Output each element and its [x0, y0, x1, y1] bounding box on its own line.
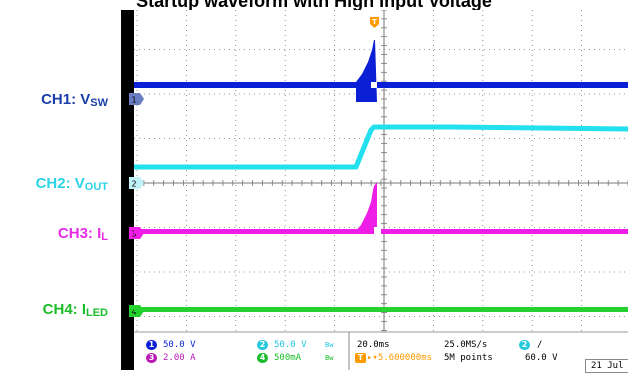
ch2-ground-marker: 2 — [129, 177, 144, 189]
record-length-readout: 5M points — [444, 353, 493, 363]
date-readout: 21 Jul — [585, 359, 628, 373]
ch2-waveform — [134, 124, 628, 170]
readout-panel — [134, 332, 628, 370]
ch4-scale: 500mA — [274, 353, 302, 363]
ch4-label-sub: LED — [86, 307, 108, 319]
oscilloscope-screen: T 1 2 3 4 — [121, 9, 628, 373]
ch1-label: CH1: VSW — [0, 91, 108, 109]
ch4-waveform — [134, 307, 628, 312]
ch4-label-main: CH4: I — [42, 301, 86, 318]
ch2-bandwidth-indicator: Bw — [325, 341, 334, 349]
trigger-channel-badge: 2 — [519, 340, 530, 350]
ch3-waveform — [134, 182, 628, 235]
ch2-marker-text: 2 — [131, 180, 136, 189]
ch3-label-main: CH3: I — [57, 225, 102, 242]
trigger-position-value: 5.600000ms — [377, 353, 433, 363]
trigger-marker — [370, 17, 379, 28]
ch4-bandwidth-indicator: Bw — [325, 354, 334, 362]
ch2-label-main: CH2: V — [35, 175, 85, 192]
ch3-readout-badge: 3 — [146, 353, 157, 363]
ch3-label: CH3: IL — [0, 225, 108, 243]
ch2-readout-badge: 2 — [257, 340, 268, 350]
ch1-waveform — [134, 40, 628, 102]
trigger-position-readout: ▸▾5.600000ms — [367, 353, 433, 363]
timebase-readout: 20.0ms — [357, 340, 390, 350]
page-title: Startup waveform with High Input Voltage — [136, 0, 492, 11]
ch4-readout-badge: 4 — [257, 353, 268, 363]
trigger-position-icon: T — [355, 353, 366, 363]
trigger-slope-icon: / — [537, 340, 543, 350]
ch1-label-sub: SW — [90, 97, 108, 109]
ch1-marker-text: 1 — [131, 96, 136, 105]
graticule-grid — [133, 9, 628, 332]
ch2-label-sub: OUT — [84, 181, 108, 193]
ch3-scale: 2.00 A — [163, 353, 196, 363]
ch2-scale: 50.0 V — [274, 340, 307, 350]
ch3-label-sub: L — [101, 231, 108, 243]
sample-rate-readout: 25.0MS/s — [444, 340, 488, 350]
ch1-scale: 50.0 V — [163, 340, 196, 350]
trigger-marker-label: T — [372, 18, 377, 26]
ch1-ground-marker: 1 — [129, 93, 144, 105]
ch4-label: CH4: ILED — [0, 301, 108, 319]
waveform-display: T 1 2 3 4 — [121, 9, 628, 370]
ch1-readout-badge: 1 — [146, 340, 157, 350]
ch1-label-main: CH1: V — [41, 91, 91, 108]
trigger-level-readout: 60.0 V — [525, 353, 558, 363]
graticule-background — [134, 10, 628, 370]
ch2-label: CH2: VOUT — [0, 175, 108, 193]
